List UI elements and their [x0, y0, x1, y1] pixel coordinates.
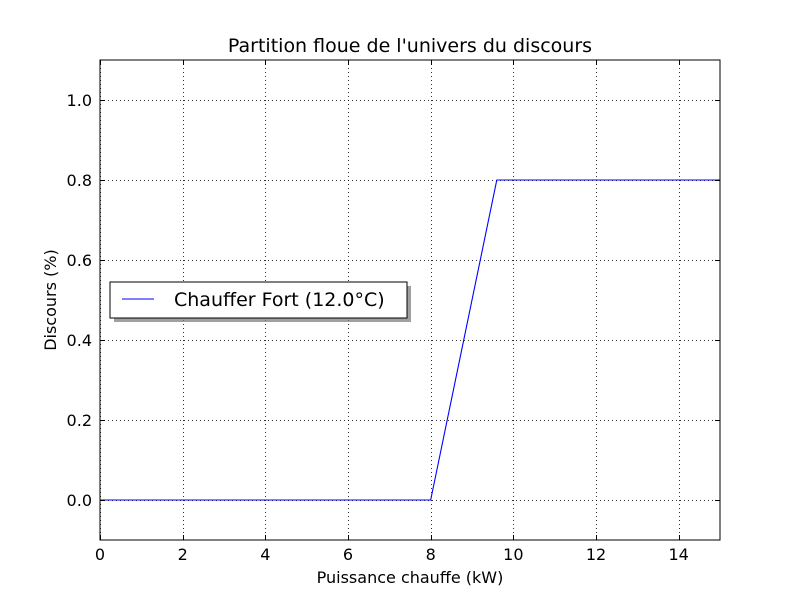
- tick-labels-layer: 0 2 4 6 8 10 12 14 0.0 0.2 0.4 0.6 0.8 1.0: [67, 91, 689, 564]
- x-tick-label: 8: [426, 545, 436, 564]
- x-tick-label: 10: [503, 545, 523, 564]
- x-tick-label: 6: [343, 545, 353, 564]
- series-layer: [100, 179, 720, 501]
- x-tick-label: 0: [95, 545, 105, 564]
- chart-title: Partition floue de l'univers du discours: [228, 35, 592, 57]
- plot-frame: [99, 59, 721, 541]
- series-line: [100, 179, 720, 501]
- legend-box: [109, 281, 408, 319]
- y-tick-label: 0.4: [67, 331, 92, 350]
- x-tick-label: 12: [586, 545, 606, 564]
- legend: Chauffer Fort (12.0°C): [109, 281, 411, 322]
- y-tick-label: 0.8: [67, 171, 92, 190]
- y-tick-label: 0.0: [67, 491, 92, 510]
- y-tick-label: 0.6: [67, 251, 92, 270]
- x-tick-label: 2: [178, 545, 188, 564]
- x-tick-label: 4: [260, 545, 270, 564]
- y-axis-label: Discours (%): [41, 249, 60, 351]
- legend-entry-label: Chauffer Fort (12.0°C): [174, 289, 385, 311]
- x-axis-label: Puissance chauffe (kW): [317, 568, 504, 587]
- y-tick-label: 0.2: [67, 411, 92, 430]
- y-tick-label: 1.0: [67, 91, 92, 110]
- x-tick-label: 14: [668, 545, 688, 564]
